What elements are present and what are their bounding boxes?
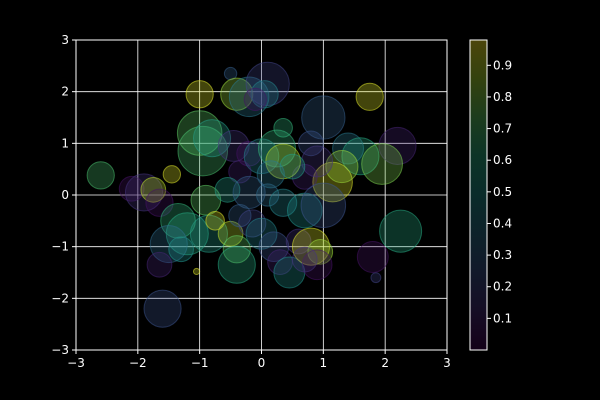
scatter-point xyxy=(307,238,334,265)
scatter-point xyxy=(149,225,188,264)
scatter-point xyxy=(256,160,285,189)
scatter-point xyxy=(300,182,347,229)
scatter-point xyxy=(217,245,256,284)
scatter-point xyxy=(217,129,250,162)
scatter-point xyxy=(332,132,365,165)
scatter-point xyxy=(143,289,182,328)
x-tick-label: 3 xyxy=(443,356,451,370)
y-tick-label: 1 xyxy=(61,136,69,150)
colorbar-tick-label: 0.8 xyxy=(493,90,512,104)
y-tick-label: −1 xyxy=(51,240,69,254)
colorbar-tick-label: 0.1 xyxy=(493,311,512,325)
colorbar-tick-label: 0.7 xyxy=(493,122,512,136)
scatter-point xyxy=(232,175,266,209)
scatter-point xyxy=(146,251,173,278)
scatter-point xyxy=(250,80,279,109)
scatter-point xyxy=(301,95,346,140)
scatter-point xyxy=(298,130,324,157)
scatter-points xyxy=(86,61,423,328)
scatter-point xyxy=(355,82,384,111)
scatter-point xyxy=(379,209,423,253)
scatter-point xyxy=(273,118,293,138)
scatter-point xyxy=(378,126,417,165)
scatter-point xyxy=(124,173,164,212)
scatter-point xyxy=(269,188,298,217)
y-tick-label: 0 xyxy=(61,188,69,202)
scatter-point xyxy=(256,183,280,207)
x-tick-label: 0 xyxy=(258,356,266,370)
scatter-point xyxy=(238,209,267,238)
scatter-point xyxy=(257,129,297,168)
scatter-point xyxy=(165,212,209,256)
scatter-point xyxy=(279,153,306,180)
scatter-point xyxy=(185,80,214,109)
scatter-point xyxy=(370,272,382,284)
y-tick-label: 3 xyxy=(61,33,69,47)
x-tick-label: 2 xyxy=(381,356,389,370)
scatter-point xyxy=(176,110,223,156)
scatter-point xyxy=(245,217,278,250)
colorbar-ticks: 0.1 0.2 0.3 0.4 0.5 0.6 0.7 0.8 0.9 xyxy=(487,58,512,325)
colorbar-tick-label: 0.6 xyxy=(493,153,512,167)
x-tick-label: −2 xyxy=(129,356,147,370)
colorbar-tick-label: 0.3 xyxy=(493,248,512,262)
scatter-point xyxy=(301,249,333,281)
scatter-point xyxy=(291,246,318,273)
y-tick-label: −2 xyxy=(51,291,69,305)
x-tick-label: 1 xyxy=(320,356,328,370)
scatter-point xyxy=(291,227,331,266)
scatter-point xyxy=(189,214,228,253)
scatter-point xyxy=(222,235,251,264)
colorbar-gradient xyxy=(470,40,487,350)
scatter-point xyxy=(228,160,252,184)
scatter-point xyxy=(361,143,403,185)
x-tick-label: −1 xyxy=(191,356,209,370)
colorbar: 0.1 0.2 0.3 0.4 0.5 0.6 0.7 0.8 0.9 xyxy=(469,39,512,351)
x-tick-label: −3 xyxy=(67,356,85,370)
scatter-point xyxy=(228,204,252,228)
y-tick-label: −3 xyxy=(51,343,69,357)
scatter-point xyxy=(205,211,225,231)
colorbar-tick-label: 0.9 xyxy=(493,58,512,72)
colorbar-tick-label: 0.2 xyxy=(493,280,512,294)
x-axis-ticks: −3 −2 −1 0 1 2 3 xyxy=(67,350,451,370)
scatter-point xyxy=(258,231,290,263)
colorbar-frame xyxy=(469,39,488,351)
scatter-point xyxy=(341,137,380,176)
colorbar-tick-label: 0.4 xyxy=(493,216,512,230)
scatter-point xyxy=(325,150,359,184)
scatter-point xyxy=(243,87,267,112)
y-axis-ticks: −3 −2 −1 0 1 2 3 xyxy=(51,33,76,357)
colorbar-tick-label: 0.5 xyxy=(493,185,512,199)
scatter-point xyxy=(192,267,201,276)
scatter-point xyxy=(192,119,232,158)
scatter-point xyxy=(145,188,174,217)
scatter-point xyxy=(162,165,181,184)
scatter-point xyxy=(86,161,115,190)
y-tick-label: 2 xyxy=(61,85,69,99)
scatter-point xyxy=(177,125,228,177)
scatter-point xyxy=(356,241,389,273)
scatter-point xyxy=(168,236,194,263)
